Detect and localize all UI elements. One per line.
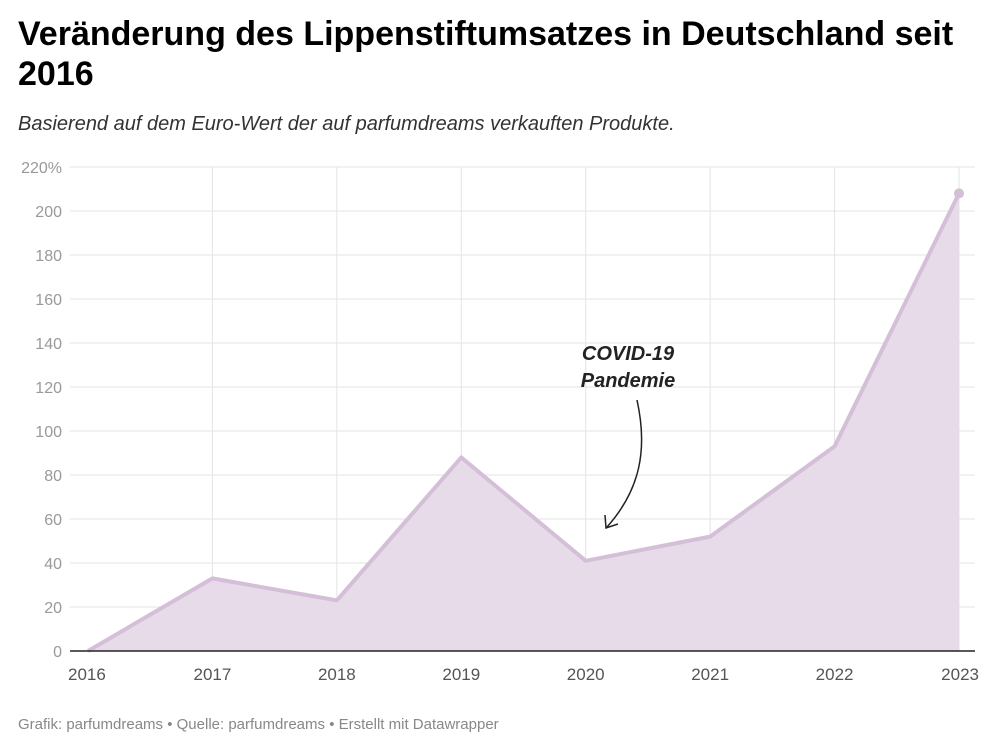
y-tick-label: 60 bbox=[44, 512, 62, 529]
y-tick-label: 0 bbox=[53, 644, 62, 661]
annotation-arrow bbox=[606, 399, 643, 528]
data-point bbox=[954, 188, 964, 199]
y-tick-label: 140 bbox=[35, 336, 62, 353]
x-tick-label: 2018 bbox=[318, 665, 356, 684]
y-tick-label: 80 bbox=[44, 468, 62, 485]
x-tick-label: 2023 bbox=[941, 665, 979, 684]
series-line bbox=[86, 192, 961, 653]
x-tick-label: 2021 bbox=[691, 665, 729, 684]
chart-footer: Grafik: parfumdreams • Quelle: parfumdre… bbox=[18, 716, 499, 733]
annotation-text: Pandemie bbox=[581, 370, 675, 392]
x-tick-label: 2017 bbox=[194, 665, 232, 684]
chart-title: Veränderung des Lippenstiftumsatzes in D… bbox=[18, 15, 954, 93]
y-tick-label: 100 bbox=[35, 424, 62, 441]
annotation-text: COVID-19 bbox=[582, 343, 675, 365]
y-tick-label: 200 bbox=[35, 204, 62, 221]
chart-subtitle: Basierend auf dem Euro-Wert der auf parf… bbox=[18, 113, 675, 135]
y-tick-label: 160 bbox=[35, 292, 62, 309]
x-tick-label: 2016 bbox=[68, 665, 106, 684]
x-tick-label: 2019 bbox=[442, 665, 480, 684]
y-tick-label: 120 bbox=[35, 380, 62, 397]
y-tick-label: 220% bbox=[21, 160, 62, 177]
y-tick-label: 180 bbox=[35, 248, 62, 265]
arrowhead-icon bbox=[604, 514, 619, 530]
y-tick-label: 40 bbox=[44, 556, 62, 573]
area-fill bbox=[88, 193, 959, 651]
x-tick-label: 2020 bbox=[567, 665, 605, 684]
x-tick-label: 2022 bbox=[816, 665, 854, 684]
y-tick-label: 20 bbox=[44, 600, 62, 617]
